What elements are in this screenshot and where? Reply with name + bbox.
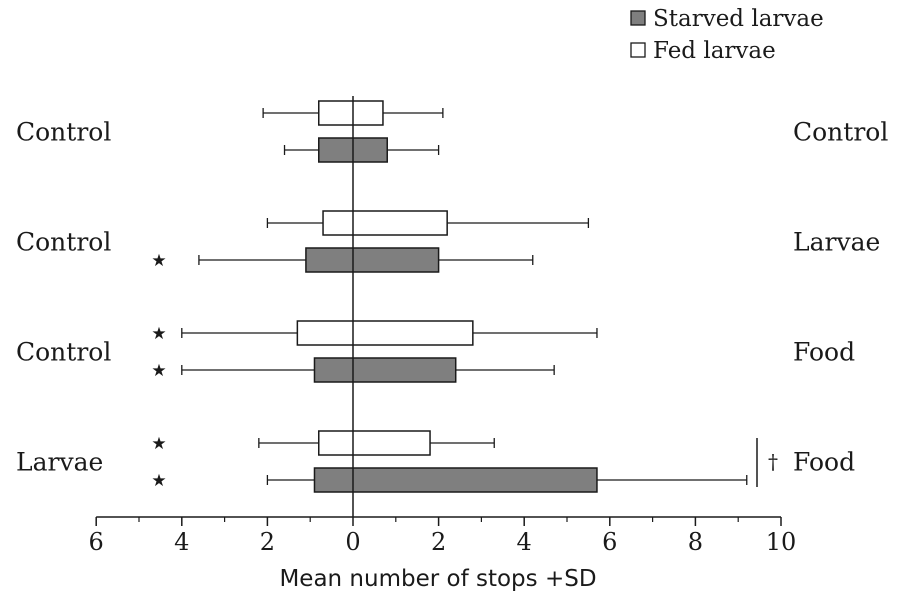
legend-label-fed: Fed larvae bbox=[653, 38, 776, 64]
group-label-right: Control bbox=[793, 118, 888, 147]
significance-marker: ★ bbox=[151, 361, 166, 381]
x-tick-label: 8 bbox=[688, 528, 703, 556]
group-label-right: Food bbox=[793, 448, 855, 477]
x-tick-label: 2 bbox=[431, 528, 446, 556]
group-label-right: Food bbox=[793, 338, 855, 367]
x-tick-label: 10 bbox=[766, 528, 797, 556]
significance-marker: ★ bbox=[151, 434, 166, 454]
x-tick-label: 6 bbox=[602, 528, 617, 556]
bar-fed bbox=[318, 100, 384, 126]
bar-starved bbox=[313, 467, 598, 493]
significance-marker: ★ bbox=[151, 471, 166, 491]
legend-label-starved: Starved larvae bbox=[653, 6, 824, 32]
x-tick-label: 4 bbox=[174, 528, 189, 556]
bar-fed bbox=[322, 210, 448, 236]
legend: Starved larvae Fed larvae bbox=[630, 6, 824, 64]
x-tick-label: 6 bbox=[89, 528, 104, 556]
bar-starved bbox=[313, 357, 457, 383]
legend-swatch-starved bbox=[630, 10, 646, 26]
annotation-dagger: † bbox=[768, 450, 778, 474]
group-label-left: Control bbox=[16, 228, 111, 257]
group-label-left: Control bbox=[16, 118, 111, 147]
group-label-left: Control bbox=[16, 338, 111, 367]
x-axis-title: Mean number of stops +SD bbox=[279, 566, 596, 592]
significance-marker: ★ bbox=[151, 251, 166, 271]
x-tick-label: 0 bbox=[345, 528, 360, 556]
bar-starved bbox=[305, 247, 440, 273]
plot-area: Control Control Control Larvae ★ Control Food ★… bbox=[16, 96, 888, 556]
bar-fed bbox=[318, 430, 431, 456]
x-tick-label: 2 bbox=[260, 528, 275, 556]
x-tick-label: 4 bbox=[517, 528, 532, 556]
group-label-left: Larvae bbox=[16, 448, 103, 477]
significance-marker: ★ bbox=[151, 324, 166, 344]
group-label-right: Larvae bbox=[793, 228, 880, 257]
legend-swatch-fed bbox=[630, 42, 646, 58]
bar-fed bbox=[296, 320, 474, 346]
